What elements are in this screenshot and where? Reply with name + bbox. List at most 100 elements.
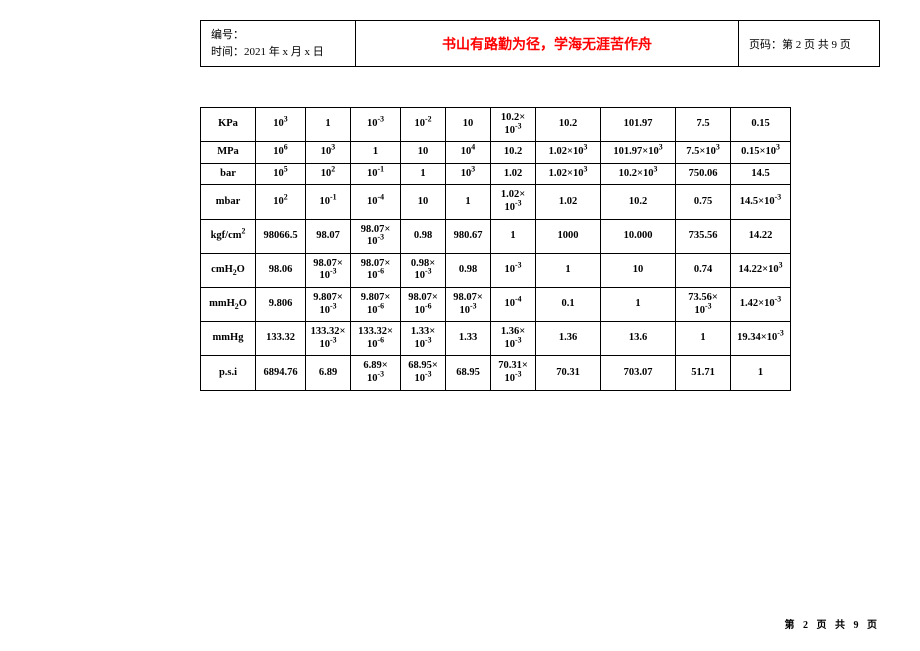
table-cell: 10-3 <box>491 253 536 287</box>
table-cell: 9.807×10-6 <box>351 287 401 321</box>
table-cell: 19.34×10-3 <box>731 322 791 356</box>
table-cell: 103 <box>256 108 306 142</box>
table-cell: 703.07 <box>601 356 676 390</box>
table-cell: 1.02 <box>491 163 536 185</box>
table-cell: 1.33 <box>446 322 491 356</box>
table-cell: mbar <box>201 185 256 219</box>
table-cell: 7.5 <box>676 108 731 142</box>
table-cell: 1 <box>536 253 601 287</box>
table-row: MPa10610311010410.21.02×103101.97×1037.5… <box>201 142 791 164</box>
table-row: mbar10210-110-41011.02×10-31.0210.20.751… <box>201 185 791 219</box>
table-cell: 6.89×10-3 <box>351 356 401 390</box>
table-cell: 1000 <box>536 219 601 253</box>
table-cell: 6894.76 <box>256 356 306 390</box>
table-cell: 0.98 <box>401 219 446 253</box>
table-cell: 68.95×10-3 <box>401 356 446 390</box>
table-cell: 98.07 <box>306 219 351 253</box>
table-cell: 102 <box>256 185 306 219</box>
table-cell: 0.98×10-3 <box>401 253 446 287</box>
table-cell: 10 <box>401 142 446 164</box>
table-cell: 1.36 <box>536 322 601 356</box>
time-label: 时间：2021 年 x 月 x 日 <box>211 44 345 61</box>
table-cell: 9.806 <box>256 287 306 321</box>
table-cell: 73.56×10-3 <box>676 287 731 321</box>
table-cell: 70.31×10-3 <box>491 356 536 390</box>
table-cell: 10 <box>401 185 446 219</box>
table-cell: 6.89 <box>306 356 351 390</box>
table-cell: 1.42×10-3 <box>731 287 791 321</box>
table-row: p.s.i6894.766.896.89×10-368.95×10-368.95… <box>201 356 791 390</box>
table-cell: 1 <box>446 185 491 219</box>
table-cell: kgf/cm2 <box>201 219 256 253</box>
table-cell: 10.2 <box>491 142 536 164</box>
page-footer: 第 2 页 共 9 页 <box>785 616 881 631</box>
table-cell: 0.15 <box>731 108 791 142</box>
table-cell: bar <box>201 163 256 185</box>
table-cell: 1.33×10-3 <box>401 322 446 356</box>
table-cell: 1 <box>676 322 731 356</box>
header-page-label: 页码：第 2 页 共 9 页 <box>739 21 879 66</box>
table-cell: 10.2×10-3 <box>491 108 536 142</box>
table-cell: 10-2 <box>401 108 446 142</box>
table-cell: 0.75 <box>676 185 731 219</box>
table-cell: mmHg <box>201 322 256 356</box>
table-cell: 10 <box>601 253 676 287</box>
table-cell: 750.06 <box>676 163 731 185</box>
table-cell: 98.07×10-3 <box>351 219 401 253</box>
table-cell: 10.2 <box>536 108 601 142</box>
header-left: 编号： 时间：2021 年 x 月 x 日 <box>201 21 356 66</box>
table-cell: 133.32×10-6 <box>351 322 401 356</box>
table-cell: 105 <box>256 163 306 185</box>
table-cell: 10-3 <box>351 108 401 142</box>
table-cell: 104 <box>446 142 491 164</box>
table-cell: 1 <box>601 287 676 321</box>
table-cell: p.s.i <box>201 356 256 390</box>
table-cell: 98.07×10-6 <box>401 287 446 321</box>
header-motto: 书山有路勤为径，学海无涯苦作舟 <box>356 21 739 66</box>
table-cell: 0.74 <box>676 253 731 287</box>
page-header: 编号： 时间：2021 年 x 月 x 日 书山有路勤为径，学海无涯苦作舟 页码… <box>200 20 880 67</box>
table-cell: 14.5 <box>731 163 791 185</box>
table-cell: 10.2 <box>601 185 676 219</box>
table-cell: 98.07×10-3 <box>306 253 351 287</box>
table-cell: 1 <box>306 108 351 142</box>
table-cell: MPa <box>201 142 256 164</box>
table-cell: 98066.5 <box>256 219 306 253</box>
table-cell: 106 <box>256 142 306 164</box>
table-cell: 98.06 <box>256 253 306 287</box>
table-cell: 735.56 <box>676 219 731 253</box>
table-cell: 133.32 <box>256 322 306 356</box>
table-row: KPa103110-310-21010.2×10-310.2101.977.50… <box>201 108 791 142</box>
table-cell: 98.07×10-3 <box>446 287 491 321</box>
table-cell: 102 <box>306 163 351 185</box>
table-cell: 98.07×10-6 <box>351 253 401 287</box>
table-cell: 0.15×103 <box>731 142 791 164</box>
table-cell: 68.95 <box>446 356 491 390</box>
table-cell: 13.6 <box>601 322 676 356</box>
serial-label: 编号： <box>211 27 345 44</box>
table-cell: 70.31 <box>536 356 601 390</box>
table-cell: 7.5×103 <box>676 142 731 164</box>
table-cell: 1 <box>731 356 791 390</box>
table-cell: 51.71 <box>676 356 731 390</box>
table-cell: cmH2O <box>201 253 256 287</box>
table-cell: 14.22×103 <box>731 253 791 287</box>
table-cell: mmH2O <box>201 287 256 321</box>
table-cell: 1 <box>401 163 446 185</box>
table-cell: 101.97×103 <box>601 142 676 164</box>
table-cell: 1 <box>491 219 536 253</box>
table-cell: 10-1 <box>306 185 351 219</box>
table-cell: 103 <box>446 163 491 185</box>
table-cell: 1.36×10-3 <box>491 322 536 356</box>
table-cell: 10.000 <box>601 219 676 253</box>
table-cell: 1.02 <box>536 185 601 219</box>
table-cell: 133.32×10-3 <box>306 322 351 356</box>
table-row: mmHg133.32133.32×10-3133.32×10-61.33×10-… <box>201 322 791 356</box>
table-cell: 980.67 <box>446 219 491 253</box>
table-cell: 1.02×10-3 <box>491 185 536 219</box>
table-cell: 10 <box>446 108 491 142</box>
table-cell: 10-4 <box>491 287 536 321</box>
table-cell: 10-4 <box>351 185 401 219</box>
table-cell: 1.02×103 <box>536 142 601 164</box>
table-cell: 1 <box>351 142 401 164</box>
